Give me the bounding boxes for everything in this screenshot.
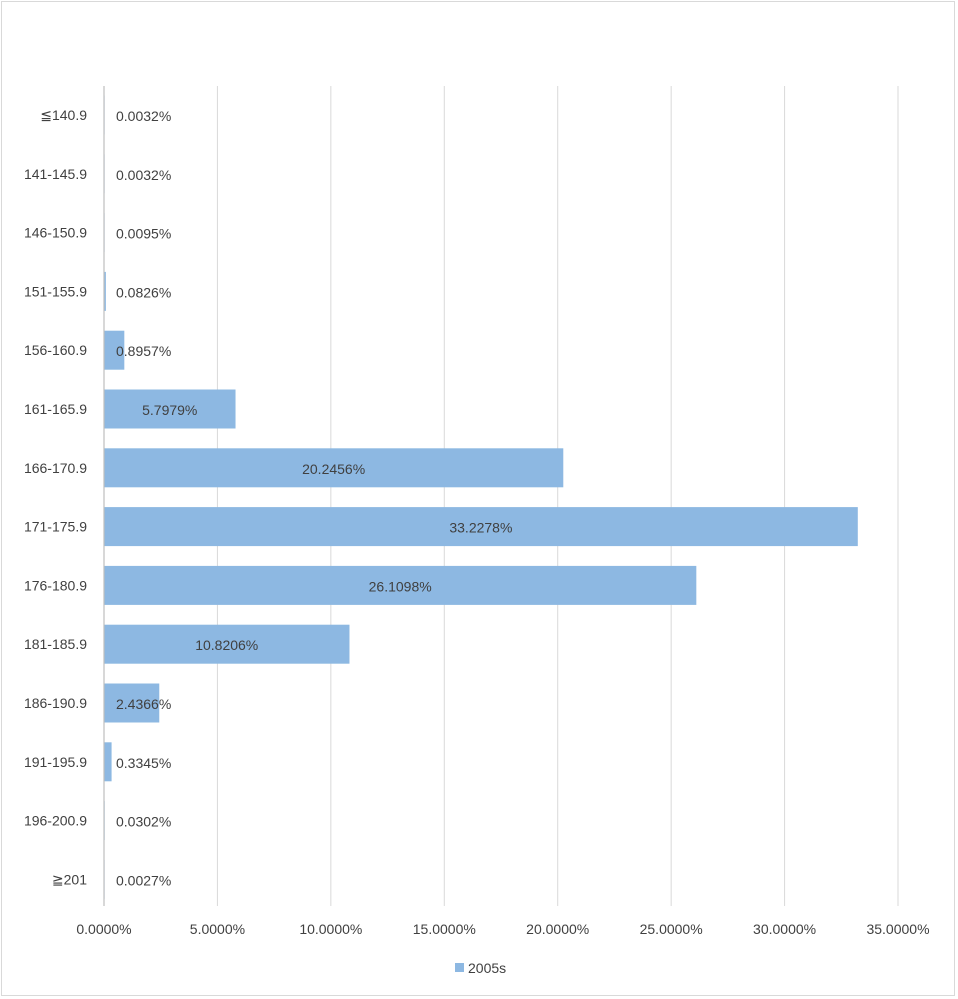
bar bbox=[104, 507, 858, 547]
category-label: 171-175.9 bbox=[24, 519, 87, 535]
data-label: 0.0826% bbox=[116, 284, 171, 300]
x-tick-label: 20.0000% bbox=[526, 921, 589, 937]
category-label: ≦140.9 bbox=[40, 107, 87, 123]
data-label: 33.2278% bbox=[449, 520, 512, 536]
category-label: 151-155.9 bbox=[24, 283, 87, 299]
legend-swatch bbox=[455, 963, 464, 972]
bar bbox=[104, 389, 236, 429]
category-label: 166-170.9 bbox=[24, 460, 87, 476]
category-label: 196-200.9 bbox=[24, 813, 87, 829]
category-label: 146-150.9 bbox=[24, 225, 87, 241]
category-label: 156-160.9 bbox=[24, 342, 87, 358]
x-tick-label: 5.0000% bbox=[190, 921, 245, 937]
data-label: 5.7979% bbox=[142, 402, 197, 418]
category-label: 186-190.9 bbox=[24, 695, 87, 711]
category-label: 181-185.9 bbox=[24, 636, 87, 652]
data-label: 26.1098% bbox=[369, 578, 432, 594]
data-label: 20.2456% bbox=[302, 461, 365, 477]
bar bbox=[104, 330, 125, 370]
bar bbox=[104, 742, 112, 782]
bar bbox=[104, 624, 350, 664]
category-label: 176-180.9 bbox=[24, 577, 87, 593]
data-labels: 0.0032% 0.0032% 0.0095% 0.0826% 0.8957% 5.797… bbox=[116, 108, 512, 888]
data-label: 0.8957% bbox=[116, 343, 171, 359]
x-tick-label: 35.0000% bbox=[866, 921, 929, 937]
x-tick-label: 25.0000% bbox=[640, 921, 703, 937]
legend-label: 2005s bbox=[468, 960, 506, 976]
x-tick-labels: 0.0000% 5.0000% 10.0000% 15.0000% 20.0000% 25… bbox=[76, 921, 929, 937]
x-tick-label: 10.0000% bbox=[299, 921, 362, 937]
data-label: 0.0095% bbox=[116, 226, 171, 242]
category-label: 191-195.9 bbox=[24, 754, 87, 770]
x-tick-label: 30.0000% bbox=[753, 921, 816, 937]
data-label: 0.0032% bbox=[116, 108, 171, 124]
bar bbox=[104, 683, 160, 723]
gridlines bbox=[216, 86, 899, 906]
legend: 2005s bbox=[455, 960, 506, 976]
data-label: 0.0032% bbox=[116, 167, 171, 183]
data-label: 2.4366% bbox=[116, 696, 171, 712]
bar bbox=[104, 448, 564, 488]
x-tick-label: 0.0000% bbox=[76, 921, 131, 937]
data-label: 0.0302% bbox=[116, 814, 171, 830]
data-label: 0.0027% bbox=[116, 872, 171, 888]
category-label: ≧201 bbox=[52, 871, 87, 887]
category-labels: ≦140.9 141-145.9 146-150.9 151-155.9 156-160… bbox=[24, 107, 87, 887]
data-label: 0.3345% bbox=[116, 755, 171, 771]
bar bbox=[104, 565, 697, 605]
x-tick-label: 15.0000% bbox=[413, 921, 476, 937]
bar bbox=[104, 271, 106, 311]
category-label: 141-145.9 bbox=[24, 166, 87, 182]
bars bbox=[104, 95, 858, 899]
data-label: 10.8206% bbox=[195, 637, 258, 653]
category-label: 161-165.9 bbox=[24, 401, 87, 417]
